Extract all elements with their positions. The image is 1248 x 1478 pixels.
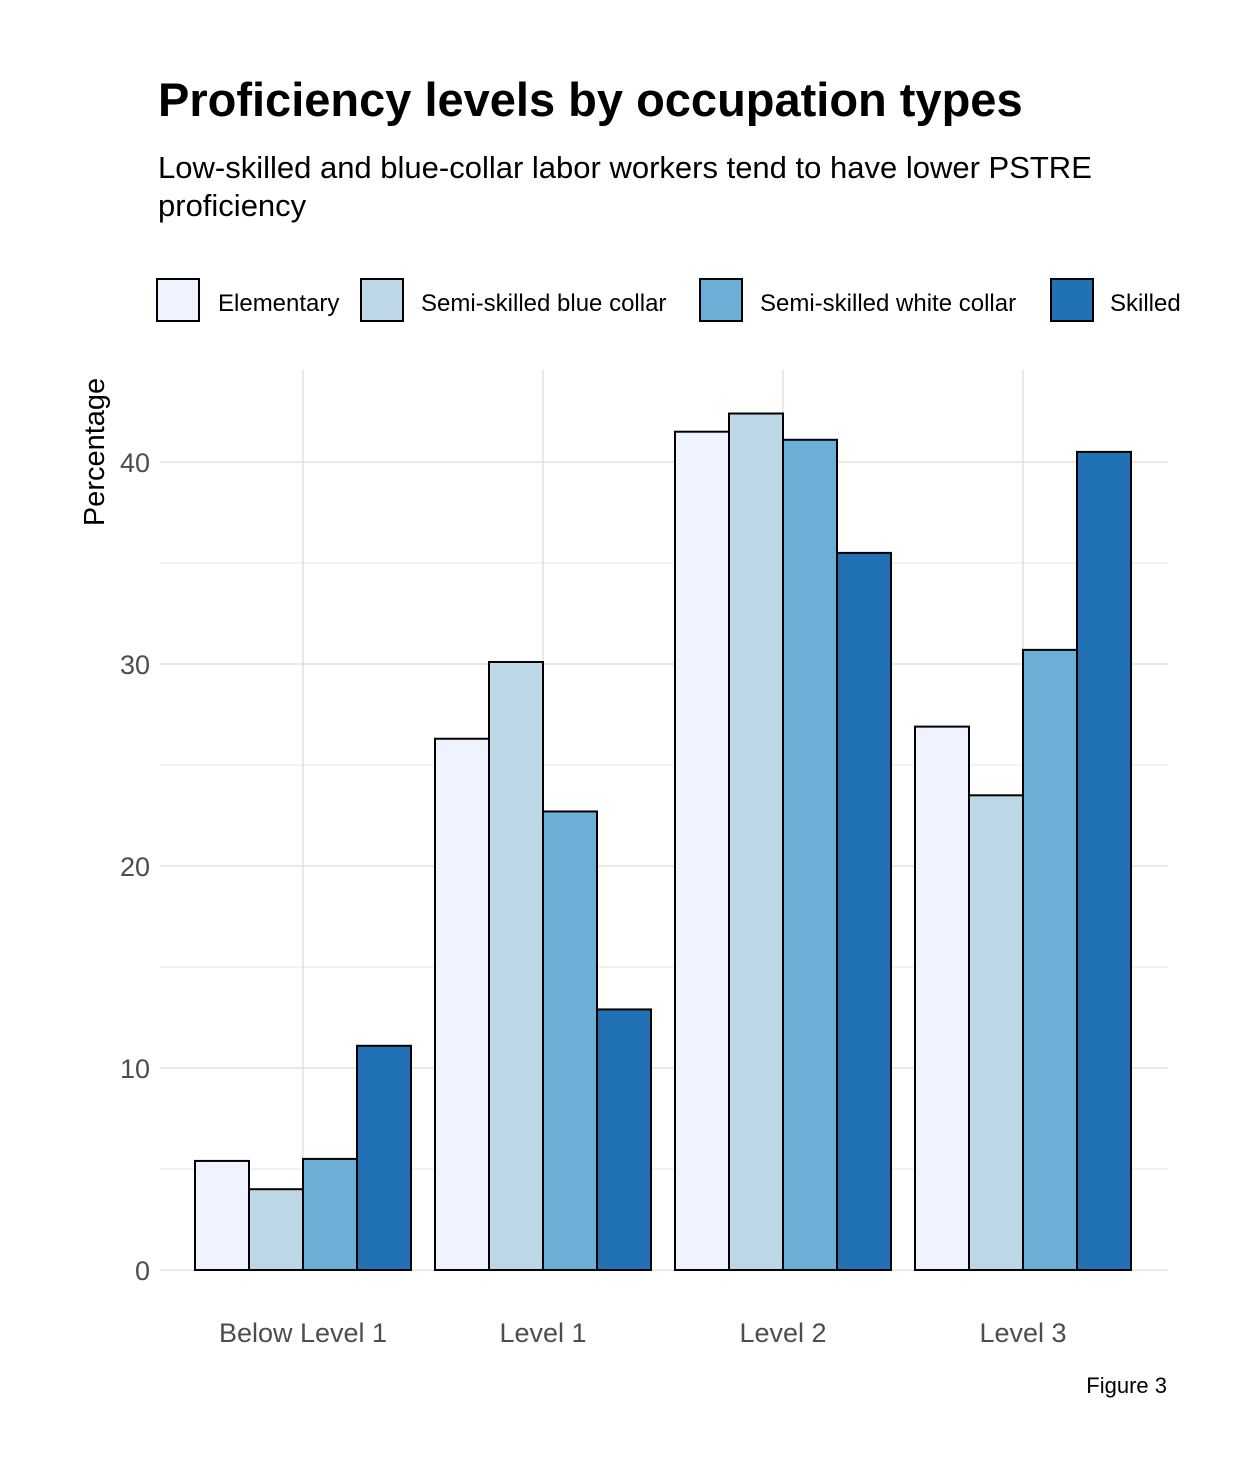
legend-swatch xyxy=(1050,278,1094,322)
bar xyxy=(1076,450,1132,1271)
bar xyxy=(434,737,490,1271)
legend-label: Semi-skilled blue collar xyxy=(421,290,666,317)
bar xyxy=(674,430,730,1271)
legend: Elementary Semi-skilled blue collar Semi-s… xyxy=(156,278,1181,322)
x-tick-label: Level 3 xyxy=(979,1318,1066,1348)
y-axis-title: Percentage xyxy=(79,378,111,526)
chart-caption: Figure 3 xyxy=(1086,1373,1167,1398)
bar xyxy=(728,412,784,1271)
x-tick-label: Level 2 xyxy=(739,1318,826,1348)
bar xyxy=(488,660,544,1271)
bar xyxy=(542,810,598,1272)
legend-swatch xyxy=(156,278,200,322)
x-axis-ticks: Below Level 1 Level 1 Level 2 Level 3 xyxy=(219,1318,1067,1348)
y-tick-label: 0 xyxy=(135,1256,150,1286)
y-tick-label: 20 xyxy=(120,852,150,882)
legend-label: Elementary xyxy=(218,290,339,317)
legend-swatch xyxy=(360,278,404,322)
bar xyxy=(194,1159,250,1272)
legend-label: Skilled xyxy=(1110,290,1181,317)
y-tick-label: 40 xyxy=(120,448,150,478)
y-tick-label: 10 xyxy=(120,1054,150,1084)
chart-title: Proficiency levels by occupation types xyxy=(158,73,1023,126)
bar xyxy=(1022,648,1078,1271)
bar xyxy=(968,794,1024,1271)
bar xyxy=(782,438,838,1271)
chart-subtitle-line-2: proficiency xyxy=(158,188,307,223)
y-axis-ticks: 0 10 20 30 40 xyxy=(120,448,150,1286)
bar xyxy=(356,1044,412,1272)
bar xyxy=(248,1188,304,1271)
x-tick-label: Below Level 1 xyxy=(219,1318,387,1348)
bar xyxy=(836,551,892,1271)
bars xyxy=(194,412,1132,1272)
legend-label: Semi-skilled white collar xyxy=(760,290,1016,317)
chart-subtitle-line-1: Low-skilled and blue-collar labor worker… xyxy=(158,150,1092,185)
y-tick-label: 30 xyxy=(120,650,150,680)
x-tick-label: Level 1 xyxy=(499,1318,586,1348)
bar xyxy=(596,1008,652,1271)
bar xyxy=(914,725,970,1271)
bar xyxy=(302,1157,358,1272)
legend-swatch xyxy=(699,278,743,322)
